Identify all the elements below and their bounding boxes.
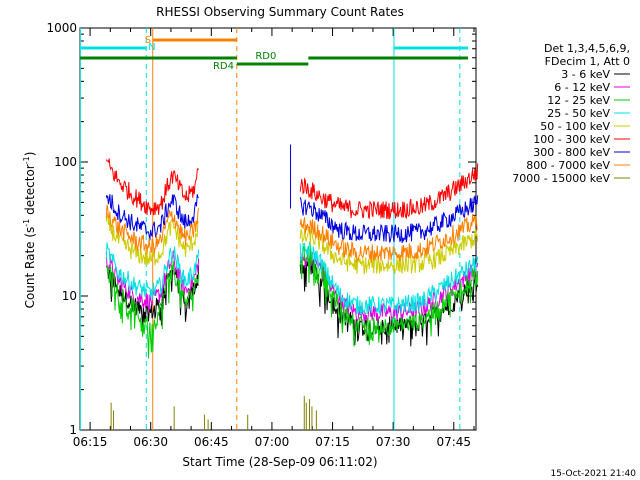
series-line [105,204,200,255]
series-6 [105,144,479,244]
y-label-tail: detector [23,164,37,219]
series-3 [105,241,479,317]
series-4 [105,213,479,275]
x-tick-label: 06:15 [73,435,108,449]
y-label-sup: -1 [22,219,31,227]
legend-label: 3 - 6 keV [561,68,610,81]
night-label: N [148,42,155,53]
legend-label: 50 - 100 keV [540,120,610,133]
rd4-label: RD4 [213,61,234,72]
legend-header: FDecim 1, Att 0 [545,55,630,68]
series-line [105,242,200,301]
x-tick-label: 06:30 [133,435,168,449]
legend-label: 25 - 50 keV [547,107,610,120]
y-tick-label: 1000 [46,21,77,35]
legend-label: 12 - 25 keV [547,94,610,107]
plot-area: 1 10 100 1000 06:15 06:30 06:45 07:00 07:15 07:30… [46,21,479,449]
series-line [105,213,199,266]
legend: Det 1,3,4,5,6,9,FDecim 1, Att 03 - 6 keV… [512,42,630,185]
x-tick-label: 07:15 [315,435,350,449]
chart-title: RHESSI Observing Summary Count Rates [156,5,404,19]
series-5 [105,158,479,221]
series-line [299,245,479,347]
series-line [299,214,479,264]
series-2 [106,245,479,359]
series-line [105,194,199,241]
series-line [299,163,479,221]
y-axis-label: Count Rate (s-1 detector-1) [22,152,37,309]
series-line [106,260,200,359]
legend-label: 800 - 7000 keV [526,159,610,172]
legend-label: 7000 - 15000 keV [512,172,610,185]
rd0-label: RD0 [255,51,276,62]
x-tick-label: 07:30 [376,435,411,449]
svg-text:Count Rate (s-1 detector-1): Count Rate (s-1 detector-1) [22,152,37,309]
series-8 [110,395,317,430]
timestamp: 15-Oct-2021 21:40 [551,469,637,479]
saa-label: S [145,35,151,46]
x-tick-label: 06:45 [194,435,229,449]
series-line [105,158,199,216]
y-tick-label: 10 [62,289,77,303]
series-line [299,241,479,317]
y-tick-label: 1 [69,423,77,437]
series-line [299,195,479,244]
legend-header: Det 1,3,4,5,6,9, [544,42,630,55]
y-label-main: Count Rate (s [23,227,37,309]
x-tick-label: 07:00 [255,435,290,449]
legend-label: 6 - 12 keV [554,81,610,94]
legend-label: 100 - 300 keV [533,133,610,146]
y-label-sup2: -1 [22,156,31,164]
y-tick-label: 100 [54,155,77,169]
x-axis-label: Start Time (28-Sep-09 06:11:02) [182,455,377,469]
y-label-close: ) [23,152,37,157]
x-tick-label: 07:45 [436,435,471,449]
legend-label: 300 - 800 keV [533,146,610,159]
series-7 [105,204,479,264]
